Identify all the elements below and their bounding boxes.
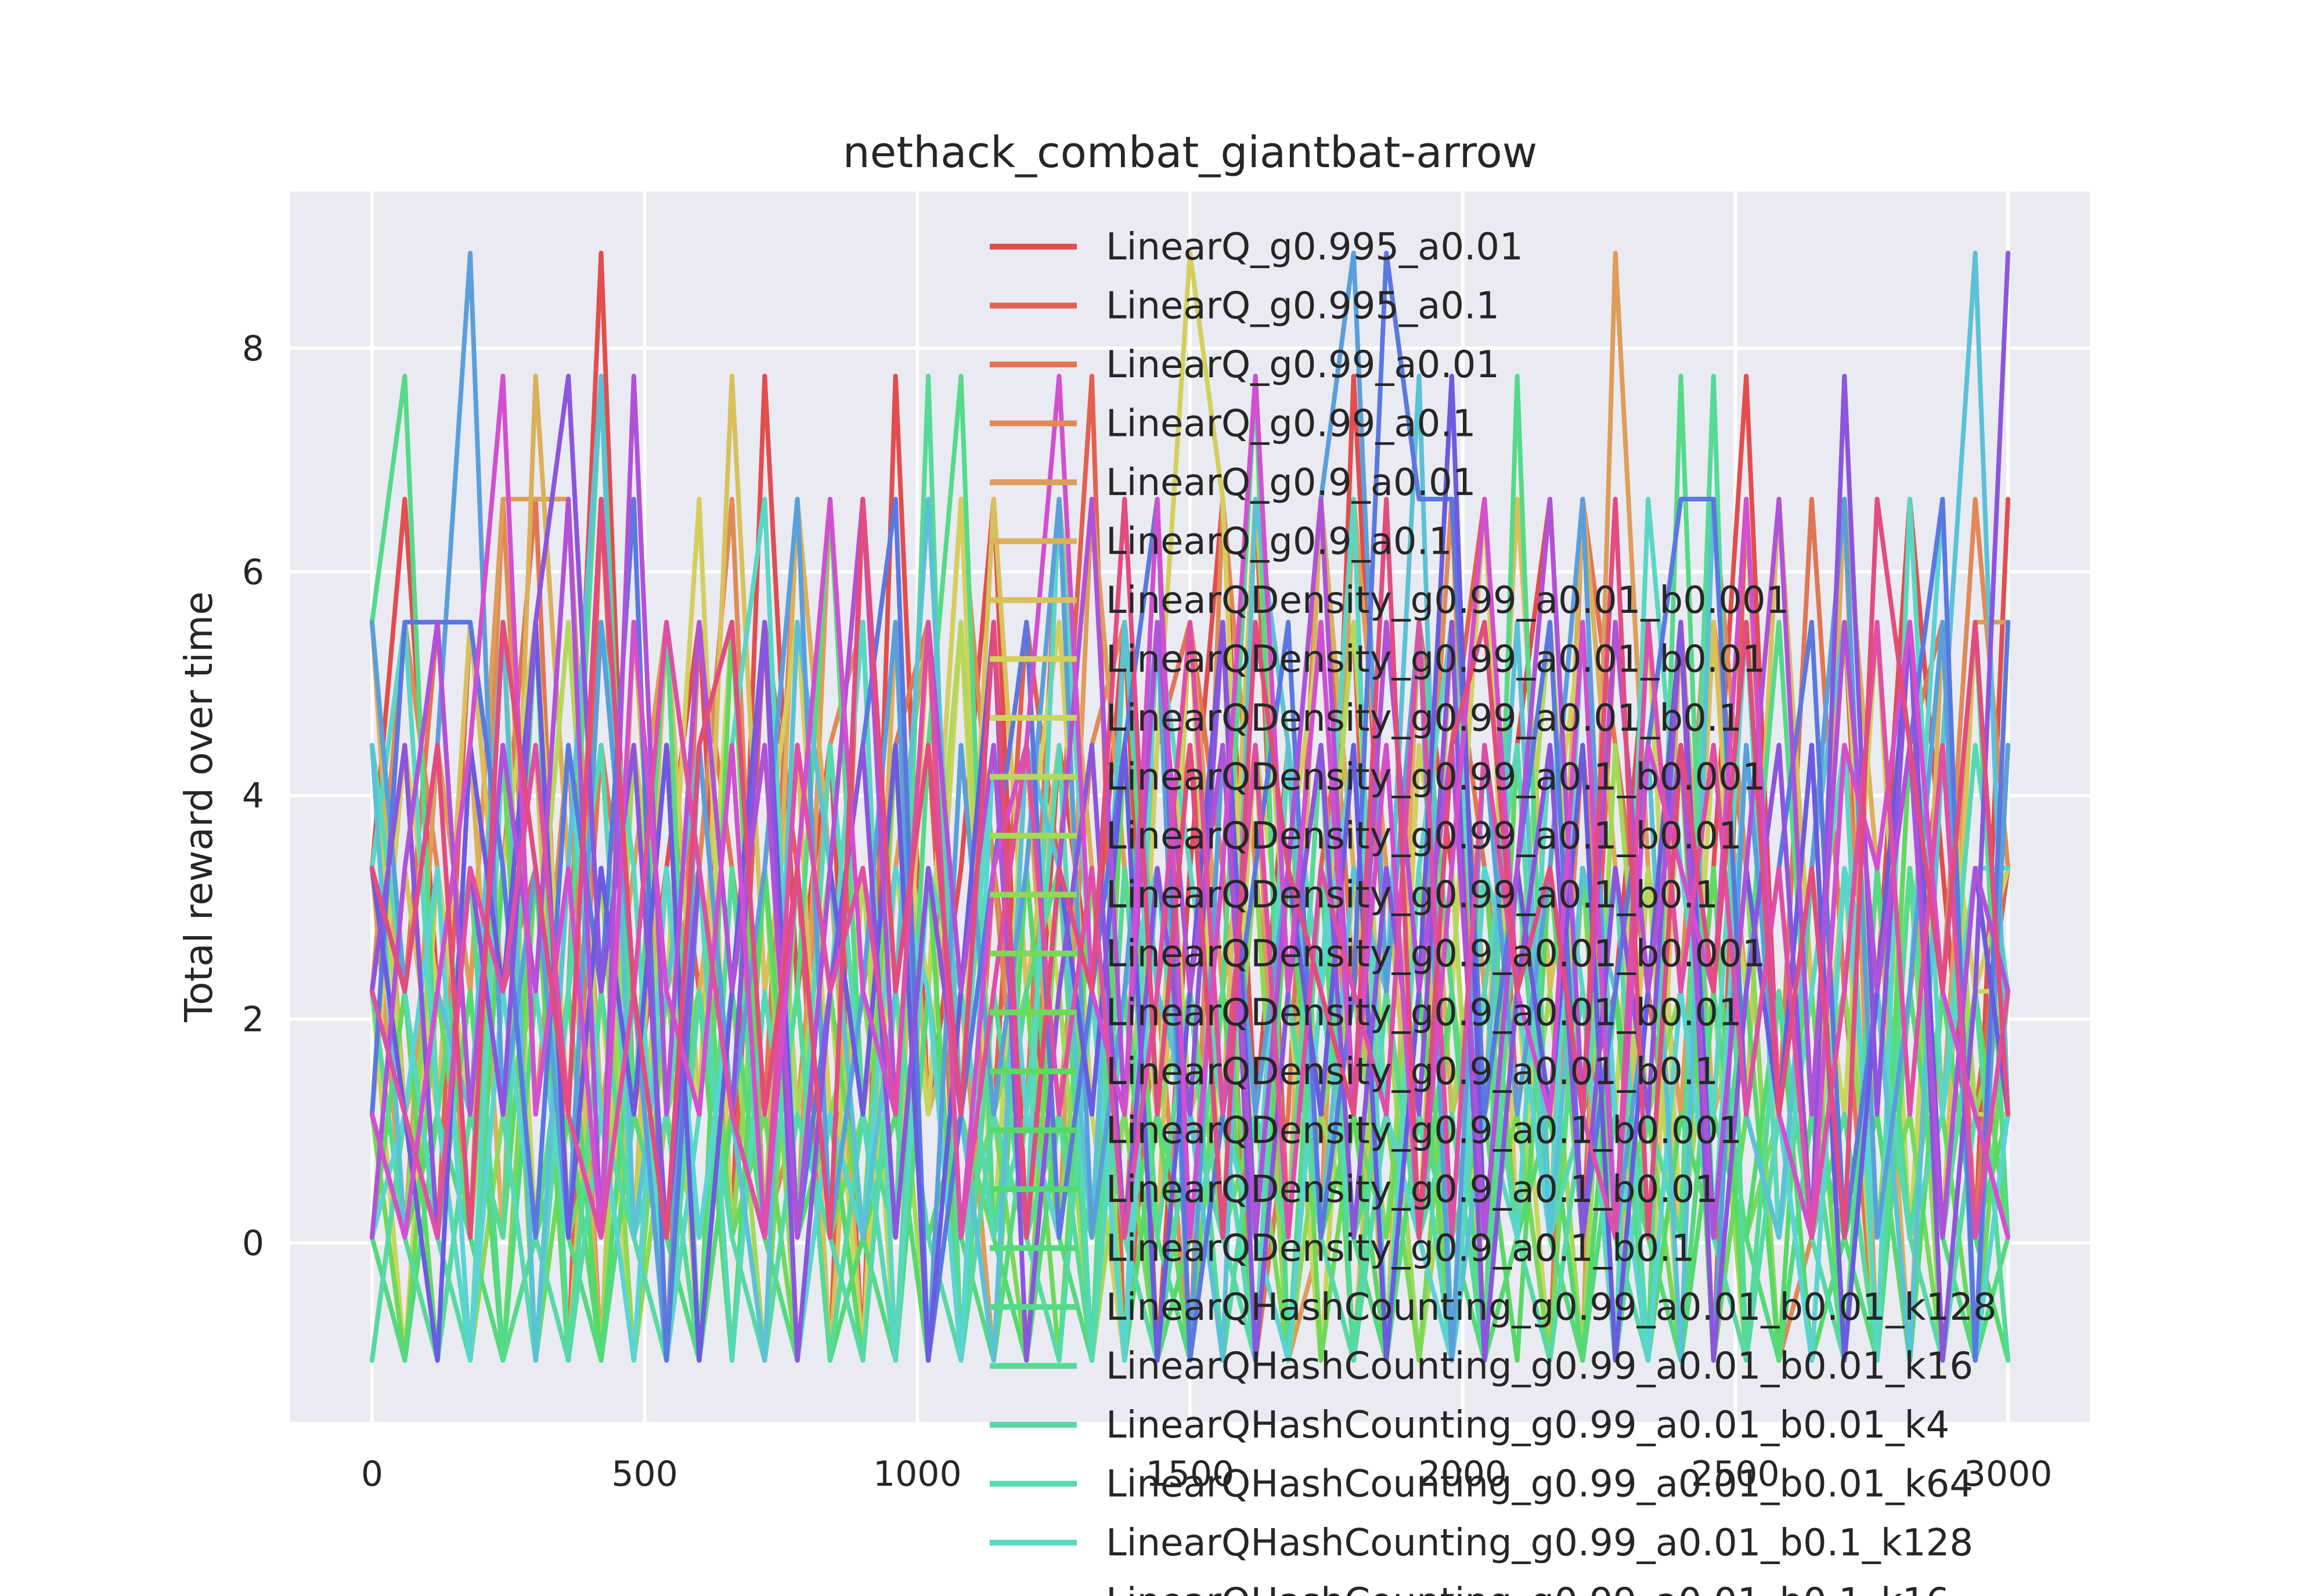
legend-label: LinearQHashCounting_g0.99_a0.01_b0.1_k12… <box>1106 1522 1973 1565</box>
legend-label: LinearQDensity_g0.99_a0.01_b0.01 <box>1106 638 1766 681</box>
legend-label: LinearQHashCounting_g0.99_a0.01_b0.01_k1… <box>1106 1286 1997 1329</box>
y-tick-label: 0 <box>242 1223 264 1264</box>
legend-label: LinearQDensity_g0.9_a0.1_b0.01 <box>1106 1168 1718 1211</box>
series-line <box>369 251 2011 1363</box>
legend-label: LinearQDensity_g0.9_a0.01_b0.001 <box>1106 933 1766 976</box>
legend: LinearQ_g0.995_a0.01 LinearQ_g0.995_a0.1 L… <box>990 226 1997 1596</box>
x-tick-labels: 0 500 1000 1500 2000 2500 3000 <box>361 1454 2053 1494</box>
legend-label: LinearQDensity_g0.99_a0.1_b0.001 <box>1106 756 1766 799</box>
legend-label: LinearQ_g0.9_a0.1 <box>1106 521 1452 564</box>
legend-label: LinearQDensity_g0.99_a0.1_b0.01 <box>1106 815 1742 858</box>
legend-label: LinearQDensity_g0.9_a0.1_b0.001 <box>1106 1110 1742 1153</box>
x-tick-label: 1000 <box>873 1454 962 1494</box>
legend-label: LinearQ_g0.9_a0.01 <box>1106 461 1476 504</box>
y-tick-label: 8 <box>242 328 264 369</box>
x-tick-label: 3000 <box>1964 1454 2053 1494</box>
x-tick-label: 2000 <box>1418 1454 1507 1494</box>
legend-label: LinearQDensity_g0.9_a0.01_b0.1 <box>1106 1050 1718 1093</box>
y-tick-label: 4 <box>242 776 264 817</box>
y-tick-label: 2 <box>242 999 264 1040</box>
x-tick-label: 500 <box>611 1454 678 1494</box>
legend-label: LinearQHashCounting_g0.99_a0.01_b0.01_k6… <box>1106 1463 1973 1506</box>
y-tick-label: 6 <box>242 552 264 593</box>
legend-label: LinearQ_g0.995_a0.1 <box>1106 285 1499 328</box>
legend-label: LinearQ_g0.99_a0.1 <box>1106 403 1476 446</box>
y-axis-label: Total reward over time <box>176 591 221 1023</box>
x-tick-label: 1500 <box>1146 1454 1235 1494</box>
legend-label: LinearQHashCounting_g0.99_a0.01_b0.01_k4 <box>1106 1404 1949 1447</box>
series-line <box>369 497 2011 1240</box>
legend-label: LinearQDensity_g0.99_a0.01_b0.1 <box>1106 697 1742 740</box>
x-tick-label: 0 <box>361 1454 383 1494</box>
chart-title: nethack_combat_giantbat-arrow <box>843 128 1538 178</box>
legend-label: LinearQHashCounting_g0.99_a0.01_b0.01_k1… <box>1106 1345 1973 1388</box>
series-line <box>369 497 2011 1363</box>
series-line <box>369 620 2011 1240</box>
legend-label: LinearQDensity_g0.9_a0.1_b0.1 <box>1106 1227 1694 1270</box>
legend-label: LinearQDensity_g0.99_a0.1_b0.1 <box>1106 874 1718 917</box>
series-line <box>369 374 2011 1240</box>
series-line <box>369 251 2011 1363</box>
legend-label: LinearQDensity_g0.99_a0.01_b0.001 <box>1106 579 1789 622</box>
x-tick-label: 2500 <box>1691 1454 1780 1494</box>
legend-label: LinearQ_g0.99_a0.01 <box>1106 344 1499 387</box>
legend-label: LinearQDensity_g0.9_a0.01_b0.01 <box>1106 992 1742 1035</box>
y-tick-labels: 0 2 4 6 8 <box>242 328 264 1264</box>
series-lines <box>369 251 2011 1363</box>
legend-label: LinearQHashCounting_g0.99_a0.01_b0.1_k16 <box>1106 1581 1949 1596</box>
legend-label: LinearQ_g0.995_a0.01 <box>1106 226 1523 269</box>
